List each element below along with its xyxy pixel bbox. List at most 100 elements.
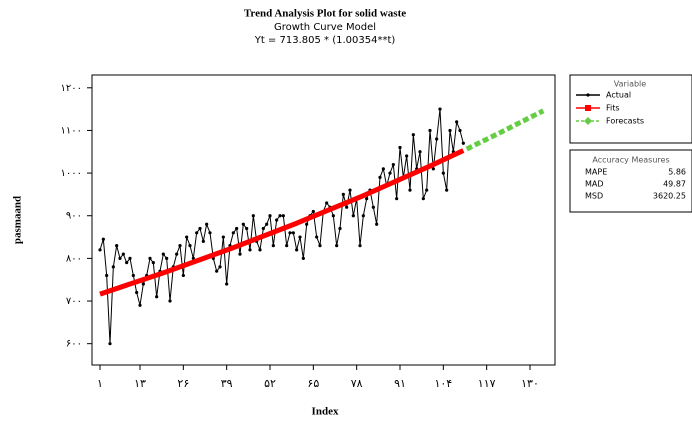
- data-point: [265, 222, 269, 226]
- data-point: [268, 214, 272, 218]
- plot-frame: [91, 74, 556, 366]
- data-point: [261, 226, 265, 231]
- x-tick-label: ۵۲: [264, 377, 276, 390]
- accuracy-box: [569, 149, 692, 213]
- data-point: [221, 235, 225, 239]
- data-point: [148, 256, 152, 260]
- data-point: [325, 201, 329, 205]
- data-point: [391, 162, 395, 167]
- data-point: [431, 167, 435, 171]
- data-point: [251, 214, 255, 218]
- data-point: [218, 265, 222, 269]
- data-point: [131, 273, 135, 278]
- data-point: [298, 235, 302, 239]
- data-point: [151, 261, 155, 265]
- x-tick-label: ۷۸: [351, 377, 363, 390]
- y-axis-label: pasmaand: [12, 196, 24, 244]
- data-point: [295, 248, 299, 252]
- series-line: [99, 148, 465, 297]
- data-point: [381, 167, 385, 171]
- data-point: [345, 205, 349, 209]
- data-point: [115, 243, 119, 248]
- data-point: [241, 222, 245, 226]
- data-point: [201, 239, 205, 243]
- legend-box: [569, 74, 692, 144]
- data-point: [278, 214, 282, 218]
- x-tick-label: ۳۹: [221, 377, 233, 390]
- data-point: [281, 214, 285, 218]
- data-point: [181, 273, 185, 278]
- series-line: [465, 108, 545, 152]
- data-point: [461, 141, 465, 145]
- data-point: [205, 222, 209, 226]
- data-point: [335, 243, 339, 248]
- accuracy-value: 5.86: [668, 168, 686, 177]
- data-point: [111, 265, 115, 269]
- accuracy-title: Accuracy Measures: [592, 156, 669, 165]
- y-tick-label: ۱۰۰۰: [61, 168, 82, 179]
- data-point: [245, 226, 249, 231]
- data-point: [375, 222, 379, 226]
- data-point: [371, 205, 375, 209]
- data-point: [135, 290, 139, 295]
- data-point: [331, 214, 335, 218]
- y-tick-label: ۸۰۰: [66, 253, 82, 264]
- data-point: [208, 231, 212, 235]
- x-tick-label: ۱۱۷: [478, 377, 496, 390]
- x-tick-label: ۱: [97, 377, 103, 390]
- data-point: [101, 237, 105, 241]
- accuracy-value: 49.87: [663, 180, 686, 189]
- data-point: [425, 188, 429, 192]
- data-point: [128, 256, 132, 260]
- x-tick-label: ۱۰۴: [434, 377, 452, 390]
- data-point: [348, 188, 352, 192]
- data-point: [105, 273, 109, 278]
- legend-swatch: [586, 93, 590, 97]
- y-tick-label: ۶۰۰: [66, 339, 82, 350]
- y-tick-label: ۱۱۰۰: [61, 125, 82, 136]
- data-point: [258, 248, 262, 252]
- data-point: [185, 235, 189, 239]
- y-tick-label: ۱۲۰۰: [61, 83, 82, 94]
- series-line: [99, 108, 464, 345]
- data-point: [231, 231, 235, 235]
- data-point: [138, 303, 142, 307]
- data-point: [125, 261, 129, 265]
- data-point: [418, 150, 422, 154]
- data-point: [378, 175, 382, 179]
- data-point: [108, 342, 112, 346]
- data-point: [215, 269, 219, 273]
- data-point: [168, 299, 172, 303]
- data-point: [438, 107, 442, 111]
- data-point: [271, 243, 275, 248]
- data-point: [141, 282, 145, 286]
- data-point: [188, 243, 192, 248]
- subtitle: Growth Curve Model: [274, 22, 376, 33]
- legend-swatch: [585, 105, 591, 111]
- x-tick-label: ۶۵: [307, 377, 319, 390]
- data-point: [175, 252, 179, 256]
- data-point: [118, 256, 122, 260]
- data-point: [285, 243, 289, 248]
- data-point: [365, 197, 369, 201]
- data-point: [291, 231, 295, 235]
- y-tick-label: ۷۰۰: [66, 296, 82, 307]
- data-point: [198, 226, 202, 231]
- data-point: [455, 120, 459, 124]
- data-point: [178, 243, 182, 248]
- data-point: [341, 192, 345, 197]
- data-point: [458, 128, 462, 133]
- data-point: [421, 197, 425, 201]
- x-tick-label: ۱۳۰: [521, 377, 539, 390]
- x-axis-label: Index: [312, 406, 339, 418]
- data-point: [448, 128, 452, 133]
- data-point: [358, 243, 362, 248]
- data-point: [361, 214, 365, 218]
- data-point: [351, 214, 355, 218]
- data-point: [388, 171, 392, 175]
- data-point: [435, 137, 439, 141]
- data-point: [155, 295, 159, 299]
- data-point: [301, 256, 305, 260]
- data-point: [195, 231, 199, 235]
